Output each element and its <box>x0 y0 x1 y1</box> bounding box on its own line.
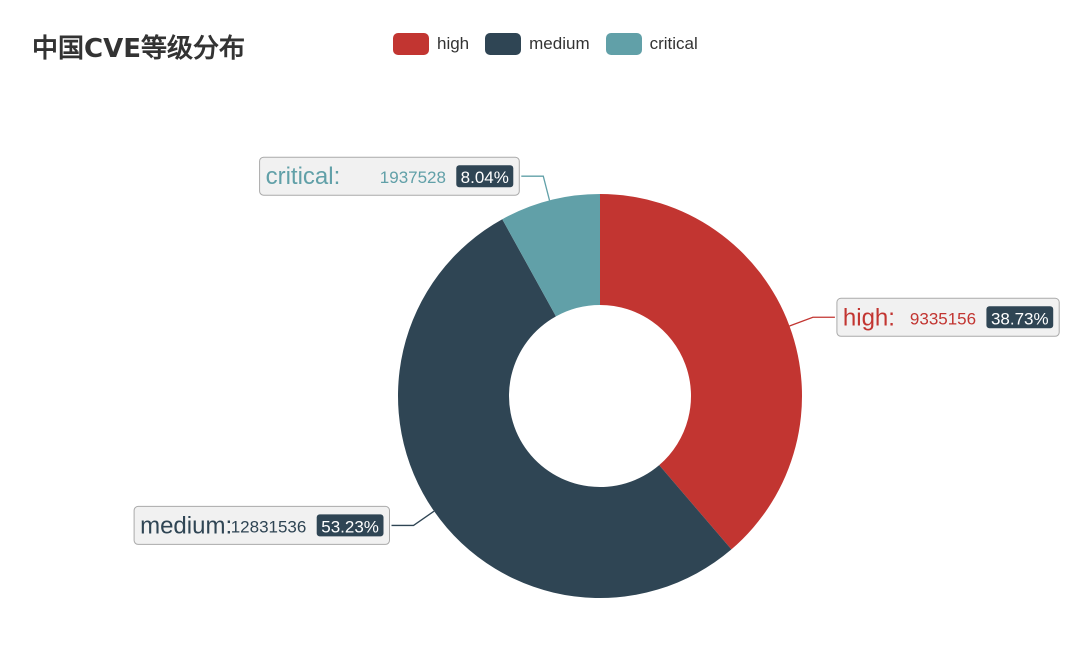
slice-label-name: critical: <box>266 163 341 190</box>
percent-badge-critical <box>456 165 514 188</box>
slice-label-box-critical <box>259 156 520 196</box>
labels-group: high: 9335156 38.73% medium:12831536 53.23% c… <box>133 156 1060 545</box>
legend-label-medium: medium <box>529 34 590 53</box>
slice-label-high: high: 9335156 38.73% <box>836 297 1060 337</box>
slice-label-name: medium: <box>140 512 232 539</box>
slice-label-value: 9335156 <box>910 309 976 328</box>
legend-swatch-medium <box>485 33 522 55</box>
slice-label-value: 1937528 <box>380 168 446 187</box>
legend-label-critical: critical <box>649 34 698 53</box>
slice-medium[interactable] <box>397 219 732 599</box>
slice-label-name: high: <box>843 304 895 331</box>
legend-item-critical[interactable]: critical <box>605 33 698 55</box>
chart-title: 中国CVE等级分布 <box>32 34 245 64</box>
legend-swatch-critical <box>605 33 642 55</box>
slice-high[interactable] <box>600 194 802 550</box>
slice-label-medium: medium:12831536 53.23% <box>133 505 391 545</box>
legend-item-medium[interactable]: medium <box>485 33 590 55</box>
slice-label-value: 12831536 <box>231 517 307 536</box>
slice-label-percent: 53.23% <box>321 517 379 536</box>
slice-label-percent: 38.73% <box>991 309 1049 328</box>
slice-critical[interactable] <box>502 194 600 317</box>
leader-line-critical <box>521 175 551 201</box>
leader-line-high <box>789 316 835 327</box>
percent-badge-medium <box>316 514 384 537</box>
legend-swatch-high <box>393 33 429 55</box>
leader-line-medium <box>391 510 435 527</box>
legend-label-high: high <box>437 34 470 53</box>
slice-label-critical: critical: 1937528 8.04% <box>259 156 520 196</box>
slice-label-percent: 8.04% <box>461 168 509 187</box>
slices-group <box>397 194 802 599</box>
chart-legend: high medium critical <box>393 33 714 55</box>
legend-item-high[interactable]: high <box>393 33 469 55</box>
percent-badge-high <box>986 306 1054 329</box>
